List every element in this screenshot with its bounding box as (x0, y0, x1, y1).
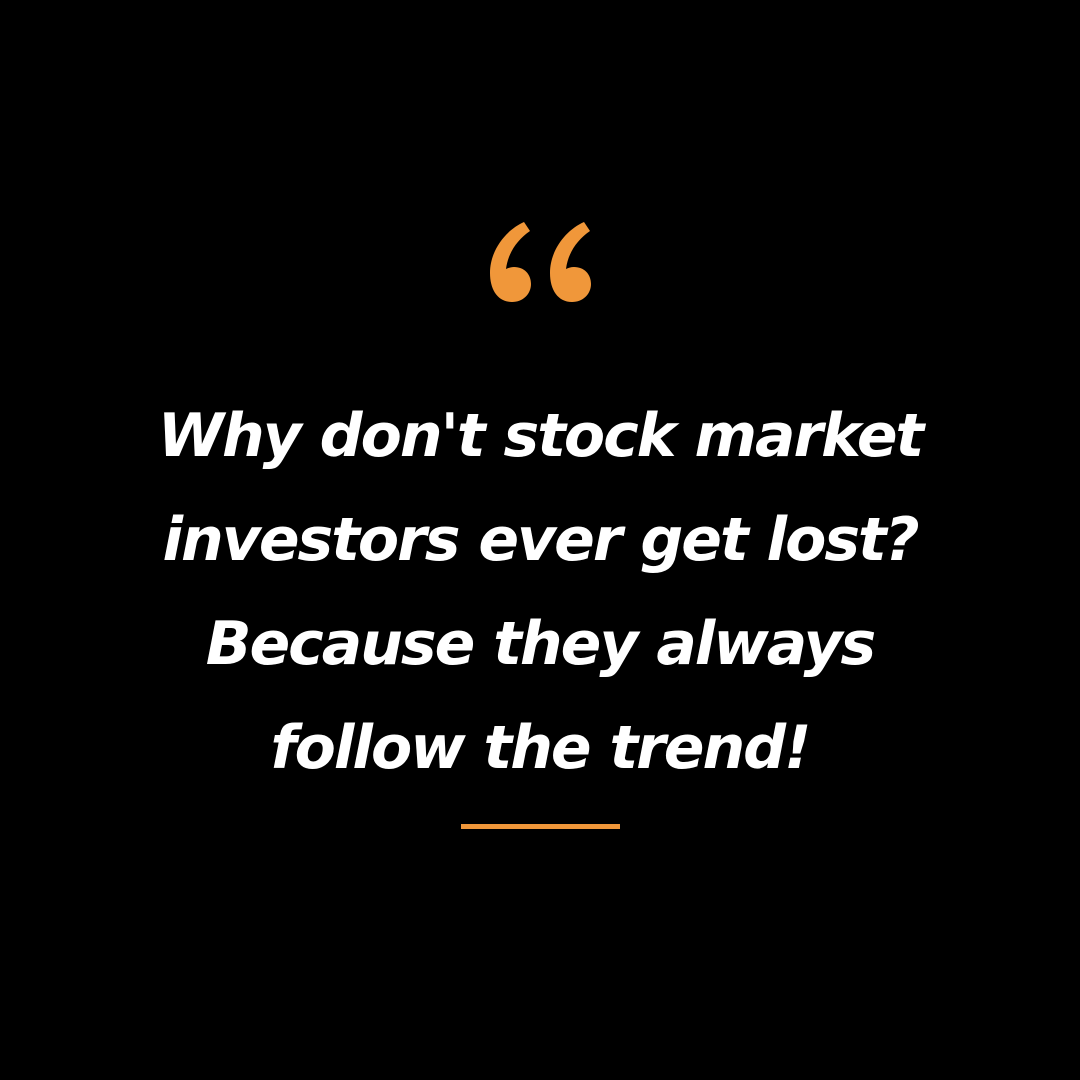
quote-line-3: Because they always (205, 609, 877, 679)
accent-divider (461, 824, 620, 829)
quote-text: Why don't stock market investors ever ge… (90, 384, 990, 800)
quote-line-4: follow the trend! (270, 713, 812, 783)
quote-line-2: investors ever get lost? (162, 505, 919, 575)
quote-line-1: Why don't stock market (157, 401, 924, 471)
open-double-quote-icon (490, 222, 591, 302)
